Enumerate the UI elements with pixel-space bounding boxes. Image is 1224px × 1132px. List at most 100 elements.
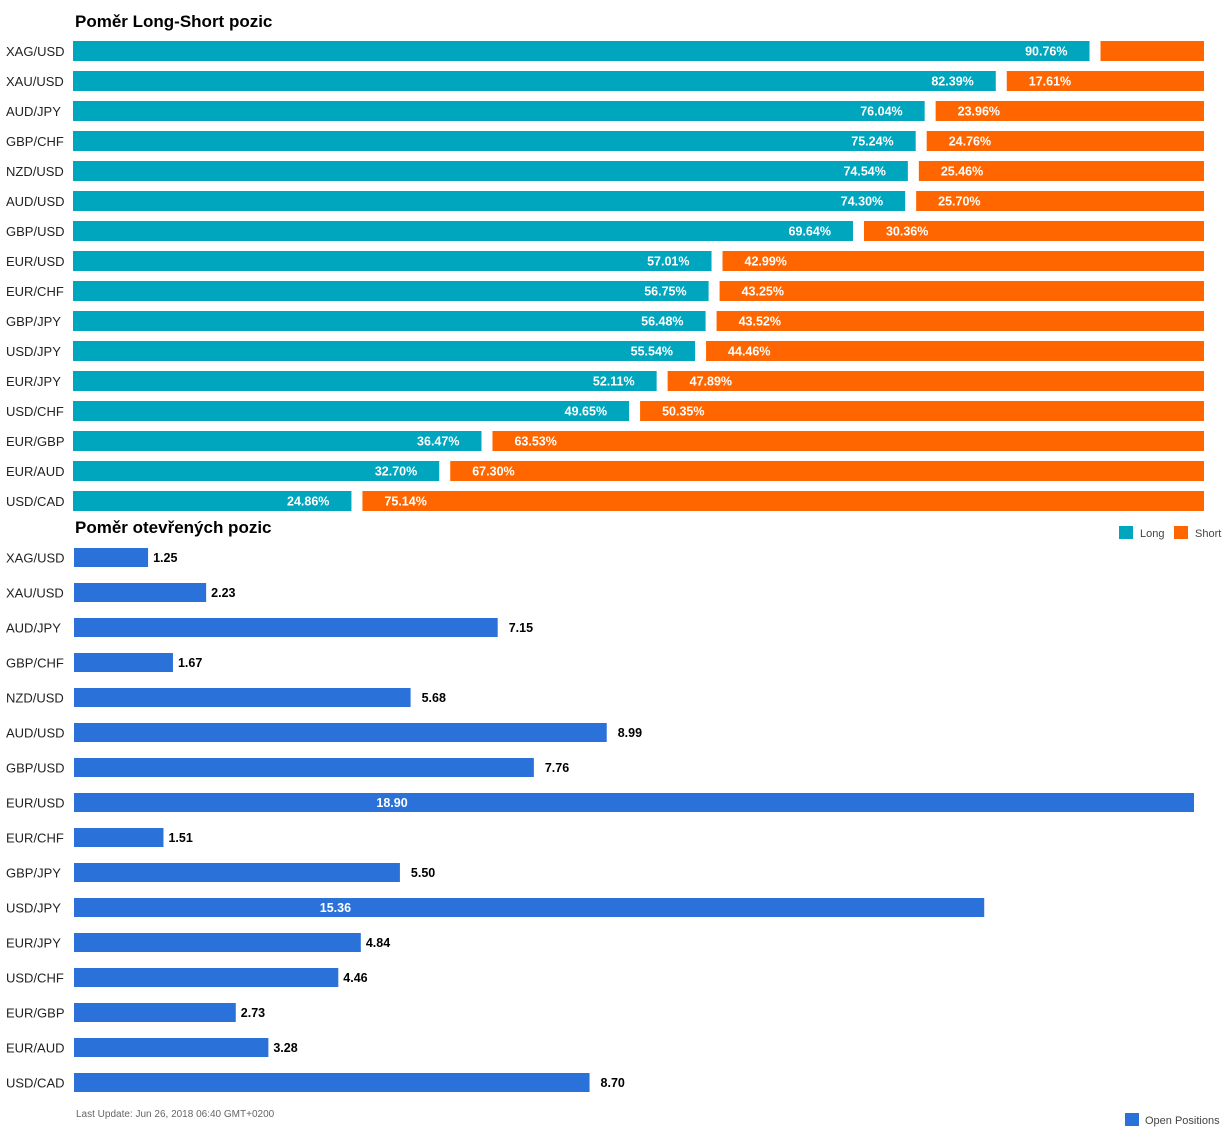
open-positions-bar [74, 583, 207, 602]
open-positions-value-label: 2.23 [211, 586, 235, 600]
short-bar [916, 191, 1204, 211]
open-positions-value-label: 8.70 [601, 1076, 625, 1090]
open-positions-value-label: 4.46 [343, 971, 367, 985]
ls-category-label: USD/CHF [6, 404, 64, 419]
long-value-label: 24.86% [287, 495, 329, 509]
short-bar [722, 251, 1204, 271]
open-positions-value-label: 3.28 [273, 1041, 297, 1055]
long-bar [73, 131, 916, 151]
long-value-label: 74.30% [841, 195, 883, 209]
long-bar [73, 161, 908, 181]
short-value-label: 43.25% [742, 285, 784, 299]
long-value-label: 75.24% [851, 135, 893, 149]
long-short-chart-title: Poměr Long-Short pozic [75, 12, 272, 31]
open-positions-value-label: 5.68 [422, 691, 446, 705]
long-value-label: 76.04% [860, 105, 902, 119]
open-positions-bar [74, 793, 1194, 812]
short-value-label: 24.76% [949, 135, 991, 149]
ls-category-label: USD/CAD [6, 494, 65, 509]
open-positions-bar [74, 548, 149, 567]
open-positions-value-label: 7.15 [509, 621, 533, 635]
long-value-label: 55.54% [631, 345, 673, 359]
open-positions-chart: XAG/USD 1.25 XAU/USD 2.23 AUD/JPY 7.15 GBP/CHF… [6, 548, 1194, 1092]
open-positions-bar [74, 653, 173, 672]
long-bar [73, 221, 853, 241]
legend-short-swatch [1174, 526, 1188, 539]
op-category-label: NZD/USD [6, 691, 64, 706]
short-bar [640, 401, 1204, 421]
short-bar [863, 221, 1204, 241]
op-category-label: EUR/GBP [6, 1006, 65, 1021]
open-positions-value-label: 8.99 [618, 726, 642, 740]
ls-category-label: EUR/AUD [6, 464, 65, 479]
open-positions-value-label: 7.76 [545, 761, 569, 775]
open-positions-bar [74, 618, 498, 637]
open-positions-bar [74, 968, 339, 987]
long-bar [73, 371, 657, 391]
op-category-label: AUD/JPY [6, 621, 61, 636]
op-category-label: USD/JPY [6, 901, 61, 916]
ls-category-label: NZD/USD [6, 164, 64, 179]
long-bar [73, 341, 696, 361]
open-positions-value-label: 1.51 [168, 831, 192, 845]
short-bar [450, 461, 1204, 481]
op-category-label: EUR/USD [6, 796, 65, 811]
ls-category-label: EUR/GBP [6, 434, 65, 449]
op-category-label: EUR/JPY [6, 936, 61, 951]
long-bar [73, 491, 352, 511]
short-value-label: 50.35% [662, 405, 704, 419]
short-bar [667, 371, 1204, 391]
long-value-label: 57.01% [647, 255, 689, 269]
short-value-label: 63.53% [514, 435, 556, 449]
op-category-label: GBP/CHF [6, 656, 64, 671]
long-value-label: 56.75% [644, 285, 686, 299]
ls-category-label: EUR/JPY [6, 374, 61, 389]
open-positions-value-label: 5.50 [411, 866, 435, 880]
long-bar [73, 311, 706, 331]
op-category-label: XAG/USD [6, 551, 65, 566]
short-bar [1100, 41, 1204, 61]
long-value-label: 56.48% [641, 315, 683, 329]
ls-category-label: XAG/USD [6, 44, 65, 59]
legend-open-positions-label: Open Positions [1145, 1115, 1220, 1127]
short-value-label: 25.46% [941, 165, 983, 179]
open-positions-value-label: 18.90 [376, 796, 407, 810]
long-bar [73, 431, 482, 451]
ls-category-label: GBP/JPY [6, 314, 61, 329]
op-category-label: AUD/USD [6, 726, 65, 741]
open-positions-bar [74, 898, 985, 917]
long-value-label: 49.65% [565, 405, 607, 419]
ls-category-label: AUD/USD [6, 194, 65, 209]
short-value-label: 44.46% [728, 345, 770, 359]
open-positions-chart-title: Poměr otevřených pozic [75, 518, 272, 537]
short-bar [918, 161, 1204, 181]
long-value-label: 36.47% [417, 435, 459, 449]
legend-open-positions-swatch [1125, 1113, 1139, 1126]
open-positions-value-label: 1.67 [178, 656, 202, 670]
open-positions-value-label: 2.73 [241, 1006, 265, 1020]
short-value-label: 17.61% [1029, 75, 1071, 89]
long-value-label: 69.64% [789, 225, 831, 239]
op-category-label: XAU/USD [6, 586, 64, 601]
short-bar [719, 281, 1204, 301]
short-value-label: 43.52% [739, 315, 781, 329]
ls-category-label: AUD/JPY [6, 104, 61, 119]
long-bar [73, 41, 1090, 61]
long-bar [73, 191, 906, 211]
op-category-label: EUR/AUD [6, 1041, 65, 1056]
long-value-label: 90.76% [1025, 45, 1067, 59]
short-value-label: 25.70% [938, 195, 980, 209]
long-value-label: 82.39% [931, 75, 973, 89]
long-value-label: 32.70% [375, 465, 417, 479]
short-value-label: 30.36% [886, 225, 928, 239]
open-positions-bar [74, 933, 361, 952]
long-bar [73, 71, 996, 91]
open-positions-value-label: 4.84 [366, 936, 390, 950]
long-bar [73, 281, 709, 301]
open-positions-bar [74, 1073, 590, 1092]
long-bar [73, 251, 712, 271]
open-positions-bar [74, 723, 607, 742]
short-value-label: 23.96% [958, 105, 1000, 119]
ls-category-label: XAU/USD [6, 74, 64, 89]
